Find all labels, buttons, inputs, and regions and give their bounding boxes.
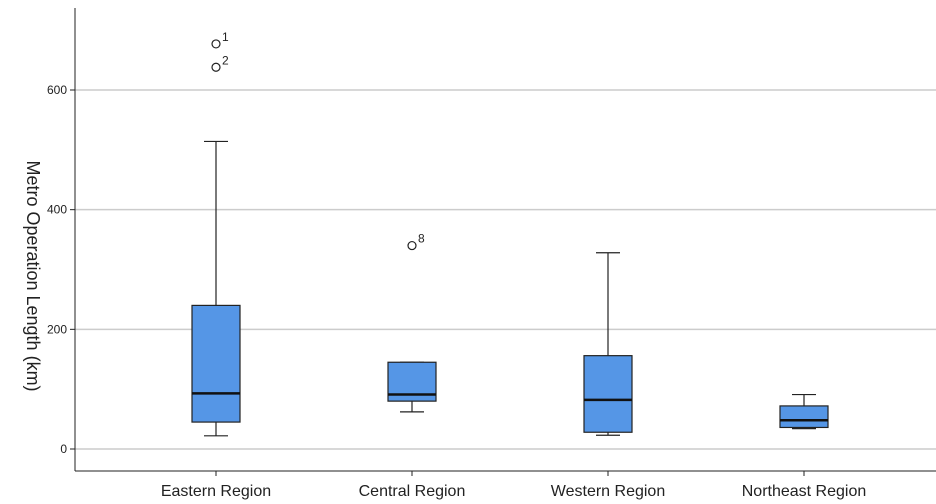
y-tick-label: 600 bbox=[47, 83, 67, 97]
box-iqr bbox=[779, 405, 829, 429]
x-tick-label: Western Region bbox=[551, 483, 665, 500]
x-tick-label: Eastern Region bbox=[161, 483, 271, 500]
outlier-label: 1 bbox=[222, 30, 229, 44]
axes bbox=[74, 8, 936, 472]
y-tick-label: 200 bbox=[47, 322, 67, 336]
boxes: 128 bbox=[191, 30, 829, 437]
y-axis-label: Metro Operation Length (km) bbox=[23, 160, 43, 391]
y-tick-label: 400 bbox=[47, 203, 67, 217]
x-ticks: Eastern Region Central Region Western Regi… bbox=[161, 471, 866, 500]
box-group: 8 bbox=[387, 232, 437, 413]
outlier-point bbox=[211, 62, 221, 72]
box-group bbox=[779, 393, 829, 430]
y-tick-label: 0 bbox=[60, 442, 67, 456]
box-iqr bbox=[583, 355, 633, 433]
x-tick-label: Central Region bbox=[359, 483, 466, 500]
outlier-label: 8 bbox=[418, 232, 425, 246]
x-tick-label: Northeast Region bbox=[742, 483, 867, 500]
outlier-point bbox=[211, 39, 221, 49]
outlier-point bbox=[407, 240, 417, 251]
box-group: 12 bbox=[191, 30, 241, 437]
box-iqr bbox=[191, 304, 241, 423]
outlier-label: 2 bbox=[222, 53, 229, 67]
y-ticks: 0 200 400 600 bbox=[47, 83, 75, 456]
box-group bbox=[583, 252, 633, 436]
